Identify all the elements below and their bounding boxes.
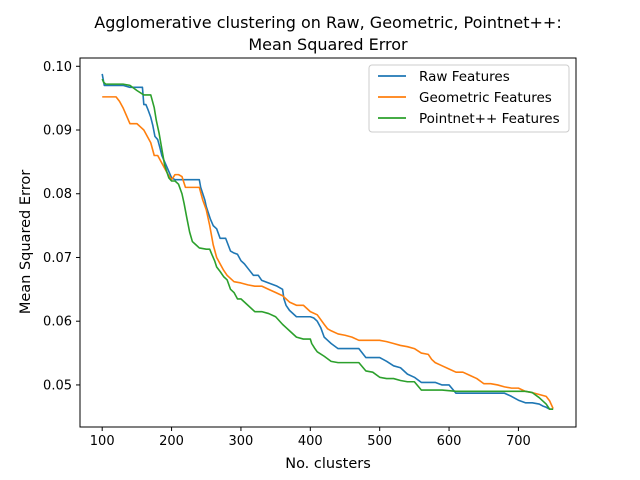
x-tick-label: 200 [159,434,184,449]
legend-label-pointnet: Pointnet++ Features [419,111,560,127]
chart-title-line-1: Agglomerative clustering on Raw, Geometr… [94,13,561,32]
plot-area: 100 200 300 400 500 600 700 0.05 0.06 0.07 0.08 0.0… [43,57,577,449]
legend: Raw Features Geometric Features Pointnet… [368,64,570,133]
y-axis-label: Mean Squared Error [18,170,34,314]
x-tick-label: 600 [437,434,462,449]
y-tick-label: 0.07 [43,251,72,266]
legend-box [368,64,570,133]
legend-label-geometric: Geometric Features [419,90,552,106]
chart-title-line-2: Mean Squared Error [248,35,408,54]
x-tick-label: 700 [506,434,531,449]
y-tick-label: 0.10 [43,60,72,75]
x-tick-label: 400 [298,434,323,449]
x-tick-label: 500 [367,434,392,449]
series-layer [101,73,554,410]
x-axis-label: No. clusters [285,456,371,472]
y-tick-label: 0.09 [43,124,72,139]
series-line-pointnet [101,78,554,410]
series-line-geometric [102,96,554,409]
ticks-layer: 100 200 300 400 500 600 700 0.05 0.06 0.07 0.08 0.0… [43,60,531,449]
x-tick-label: 100 [90,434,115,449]
y-tick-label: 0.08 [43,187,72,202]
y-tick-label: 0.05 [43,378,72,393]
y-tick-label: 0.06 [43,315,72,330]
legend-label-raw: Raw Features [419,69,510,85]
axes-frame [79,57,577,428]
series-line-raw [101,73,554,410]
x-tick-label: 300 [229,434,254,449]
